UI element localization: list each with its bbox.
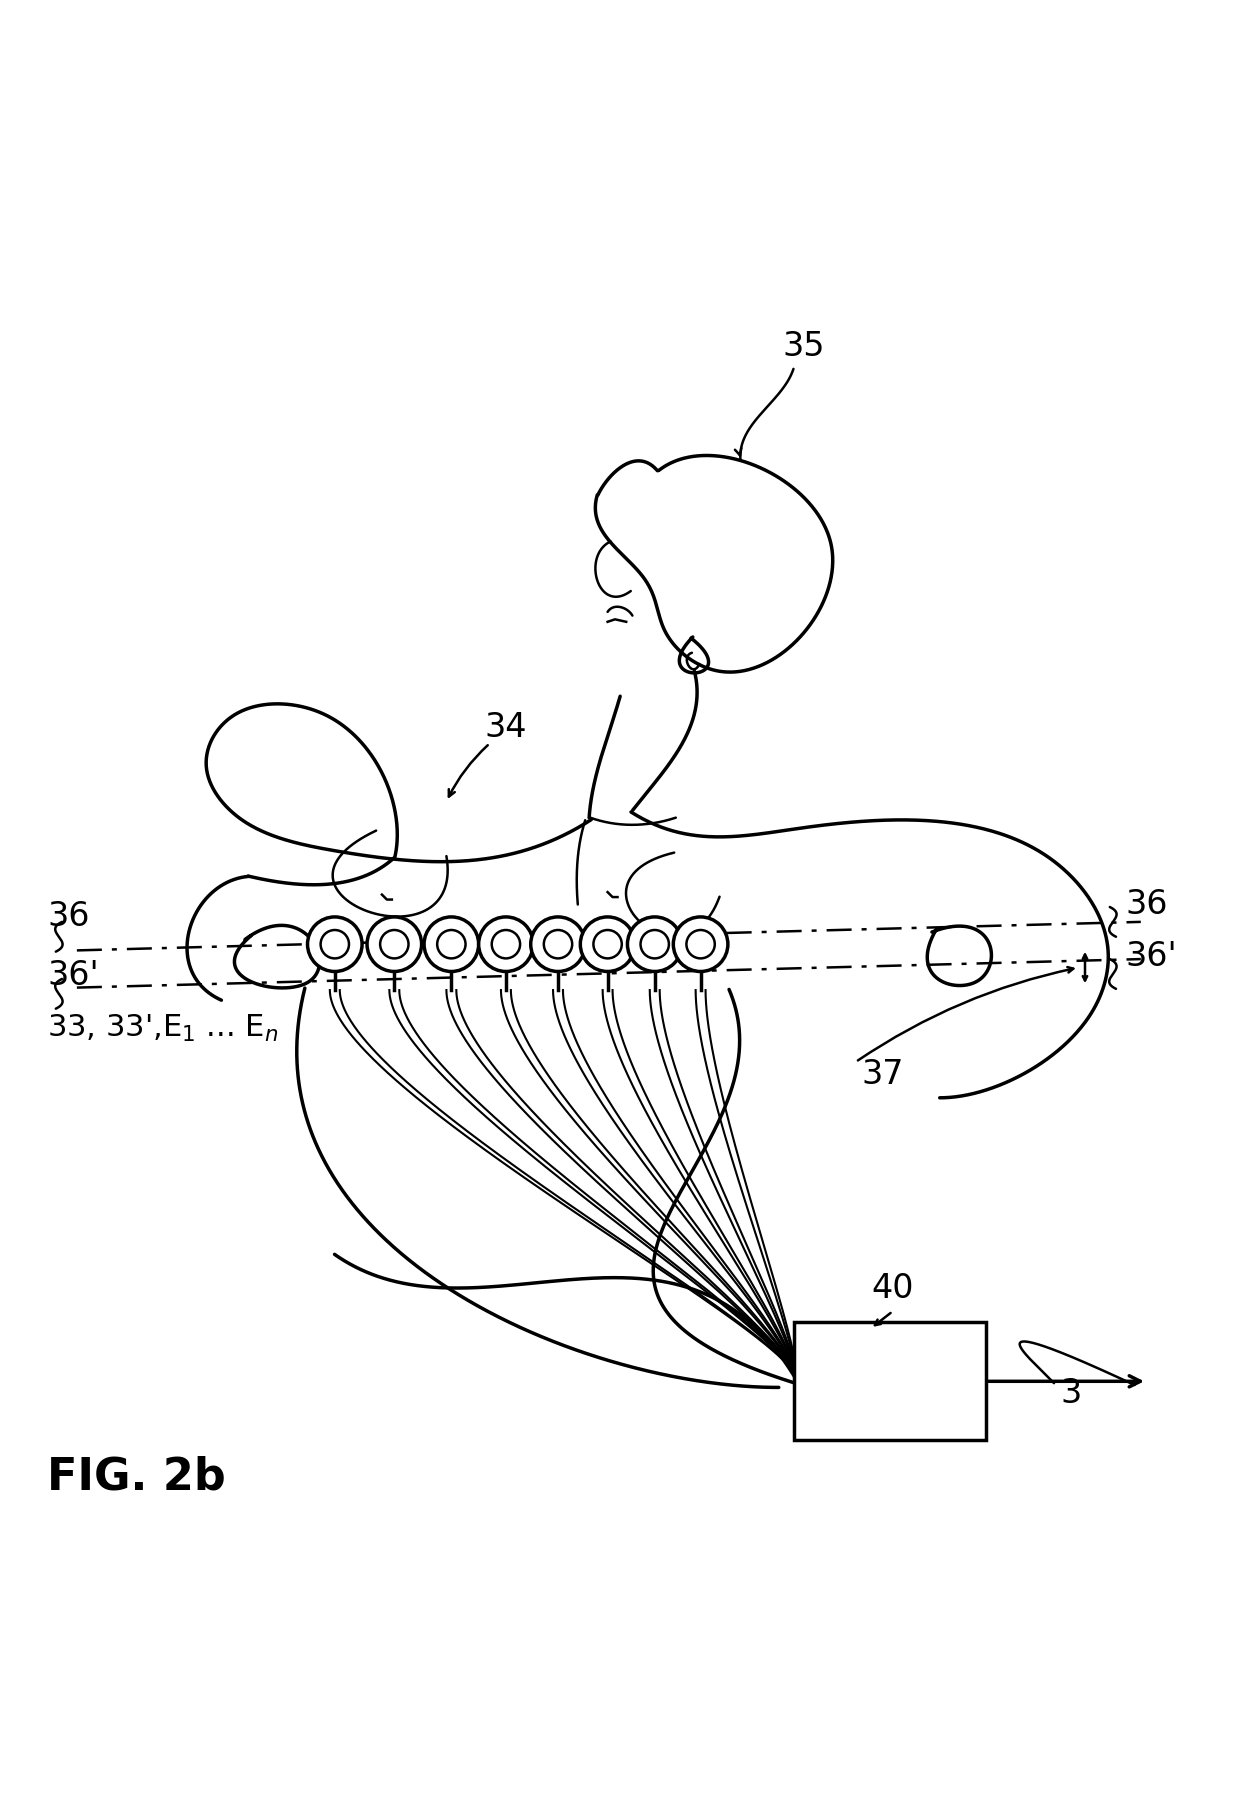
Circle shape	[308, 916, 362, 972]
Circle shape	[531, 916, 585, 972]
Circle shape	[479, 916, 533, 972]
Circle shape	[367, 916, 422, 972]
Text: 40: 40	[872, 1272, 914, 1306]
Circle shape	[424, 916, 479, 972]
Circle shape	[627, 916, 682, 972]
Text: 36': 36'	[47, 960, 99, 992]
Text: 36: 36	[47, 900, 89, 934]
Text: 3: 3	[1060, 1377, 1081, 1409]
Text: 37: 37	[862, 1058, 904, 1090]
Text: 36': 36'	[1126, 940, 1178, 972]
Text: 33, 33',E$_1$ ... E$_n$: 33, 33',E$_1$ ... E$_n$	[47, 1012, 278, 1045]
Bar	[794, 1322, 986, 1440]
Text: 36: 36	[1126, 889, 1168, 922]
Text: FIG. 2b: FIG. 2b	[47, 1457, 226, 1498]
Circle shape	[673, 916, 728, 972]
Text: 34: 34	[485, 711, 527, 744]
Circle shape	[580, 916, 635, 972]
Text: 35: 35	[782, 330, 825, 363]
